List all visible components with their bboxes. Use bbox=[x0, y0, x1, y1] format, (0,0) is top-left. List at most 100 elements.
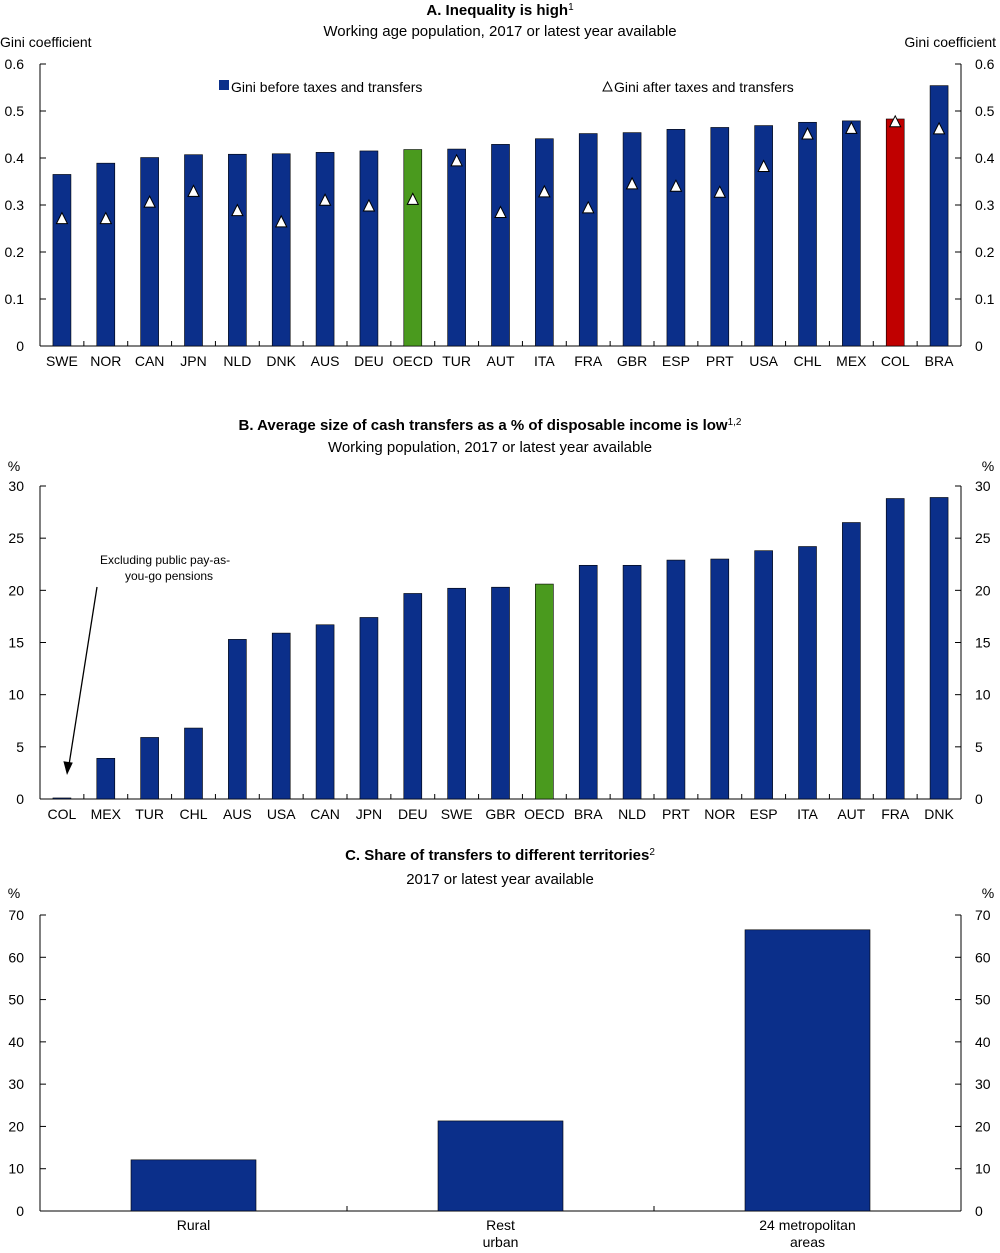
panel-c-plot-area: 0 0 10 10 20 20 30 30 40 40 50 50 60 60 70 70 Rural Restu… bbox=[8, 907, 990, 1250]
marker-after-deu bbox=[362, 198, 376, 212]
y-tick-label-right: 0.5 bbox=[975, 103, 995, 119]
bar-nor bbox=[96, 162, 116, 347]
y-tick-label-right: 0 bbox=[975, 338, 983, 354]
bar-nld bbox=[622, 564, 642, 800]
panel-c-left-axis-label: % bbox=[8, 885, 20, 901]
marker-after-nld bbox=[231, 203, 244, 217]
y-tick-label-left: 0.6 bbox=[5, 56, 25, 72]
x-tick-label-ita: ITA bbox=[797, 806, 818, 822]
panel-b-annotation: Excluding public pay-as- you-go pensions bbox=[63, 553, 230, 775]
x-tick-label-nor: NOR bbox=[90, 353, 121, 369]
x-tick-label-aut: AUT bbox=[487, 353, 515, 369]
bar-aus bbox=[228, 639, 247, 800]
bar-esp bbox=[666, 129, 686, 347]
marker-after-mex bbox=[845, 121, 858, 134]
panel-b-left-axis-label: % bbox=[8, 458, 20, 474]
y-tick-label-left: 20 bbox=[8, 1118, 24, 1134]
y-tick-label-left: 0.3 bbox=[5, 197, 25, 213]
bar-24-metropolitan-areas bbox=[744, 929, 871, 1212]
y-tick-label-right: 25 bbox=[975, 530, 991, 546]
x-tick-label-mex: MEX bbox=[91, 806, 122, 822]
x-tick-label-tur: TUR bbox=[442, 353, 471, 369]
x-tick-label-24-metropolitan-areas: 24 metropolitan bbox=[759, 1217, 856, 1233]
x-tick-label-dnk: DNK bbox=[924, 806, 954, 822]
y-tick-label-left: 10 bbox=[8, 687, 24, 703]
x-tick-label-aus: AUS bbox=[311, 353, 340, 369]
y-tick-label-right: 5 bbox=[975, 739, 983, 755]
bar-aus bbox=[315, 152, 335, 347]
y-tick-label-right: 0 bbox=[975, 791, 983, 807]
x-tick-label-rest-urban: urban bbox=[483, 1234, 519, 1250]
y-tick-label-left: 40 bbox=[8, 1034, 24, 1050]
bar-prt bbox=[666, 559, 686, 800]
y-tick-label-right: 30 bbox=[975, 1076, 991, 1092]
bar-fra bbox=[578, 133, 598, 347]
bar-tur bbox=[140, 737, 159, 800]
bar-deu bbox=[359, 150, 379, 347]
x-tick-label-aut: AUT bbox=[837, 806, 865, 822]
bar-usa bbox=[754, 125, 773, 347]
bar-jpn bbox=[359, 617, 379, 800]
y-tick-label-left: 30 bbox=[8, 478, 24, 494]
x-tick-label-nld: NLD bbox=[618, 806, 646, 822]
panel-a-left-axis-label: Gini coefficient bbox=[0, 34, 92, 50]
x-tick-label-oecd: OECD bbox=[524, 806, 564, 822]
bar-dnk bbox=[929, 497, 949, 800]
bar-can bbox=[315, 624, 335, 800]
y-tick-label-right: 40 bbox=[975, 1034, 991, 1050]
x-tick-label-gbr: GBR bbox=[485, 806, 515, 822]
panel-c-right-axis-label: % bbox=[982, 885, 994, 901]
bar-tur bbox=[447, 148, 466, 347]
bar-deu bbox=[403, 593, 423, 800]
marker-after-gbr bbox=[625, 176, 639, 190]
marker-after-bra bbox=[932, 121, 946, 135]
y-tick-label-right: 70 bbox=[975, 907, 991, 923]
panel-c-territories-chart: C. Share of transfers to different terri… bbox=[8, 847, 994, 1250]
marker-after-usa bbox=[757, 159, 770, 172]
y-tick-label-left: 5 bbox=[16, 739, 24, 755]
x-tick-label-col: COL bbox=[48, 806, 77, 822]
x-tick-label-esp: ESP bbox=[750, 806, 778, 822]
marker-after-jpn bbox=[187, 184, 200, 197]
bar-gbr bbox=[491, 586, 510, 800]
marker-after-swe bbox=[55, 211, 69, 225]
x-tick-label-tur: TUR bbox=[135, 806, 164, 822]
x-tick-label-rural: Rural bbox=[177, 1217, 210, 1233]
panel-c-subtitle: 2017 or latest year available bbox=[406, 871, 594, 888]
y-tick-label-right: 0.3 bbox=[975, 197, 995, 213]
y-tick-label-left: 0 bbox=[16, 791, 24, 807]
panel-c-title: C. Share of transfers to different terri… bbox=[345, 847, 655, 864]
y-tick-label-left: 0.4 bbox=[5, 150, 25, 166]
bar-prt bbox=[710, 127, 730, 347]
bar-fra bbox=[885, 498, 905, 800]
x-tick-label-aus: AUS bbox=[223, 806, 252, 822]
bar-usa bbox=[271, 632, 291, 800]
y-tick-label-left: 50 bbox=[8, 992, 24, 1008]
y-tick-label-left: 60 bbox=[8, 949, 24, 965]
x-tick-label-oecd: OECD bbox=[393, 353, 433, 369]
panel-b-title: B. Average size of cash transfers as a %… bbox=[239, 417, 742, 434]
marker-after-ita bbox=[538, 184, 551, 198]
x-tick-label-esp: ESP bbox=[662, 353, 690, 369]
bar-chl bbox=[798, 121, 817, 347]
bar-can bbox=[140, 157, 159, 347]
legend-triangle-marker bbox=[602, 80, 613, 92]
x-tick-label-can: CAN bbox=[135, 353, 165, 369]
bar-swe bbox=[52, 174, 72, 347]
y-tick-label-right: 0.6 bbox=[975, 56, 995, 72]
x-tick-label-prt: PRT bbox=[706, 353, 734, 369]
y-tick-label-left: 0 bbox=[16, 338, 24, 354]
bar-nld bbox=[228, 153, 247, 347]
panel-b-subtitle: Working population, 2017 or latest year … bbox=[328, 439, 652, 456]
panel-a-title: A. Inequality is high1 bbox=[426, 2, 574, 19]
bar-bra bbox=[578, 564, 598, 800]
annotation-arrow-head bbox=[63, 761, 73, 775]
marker-after-tur bbox=[450, 153, 463, 167]
bar-oecd bbox=[535, 583, 554, 800]
bar-col bbox=[52, 797, 72, 800]
x-tick-label-jpn: JPN bbox=[180, 353, 206, 369]
x-tick-label-swe: SWE bbox=[441, 806, 473, 822]
x-tick-label-24-metropolitan-areas: areas bbox=[790, 1234, 825, 1250]
y-tick-label-right: 20 bbox=[975, 1118, 991, 1134]
